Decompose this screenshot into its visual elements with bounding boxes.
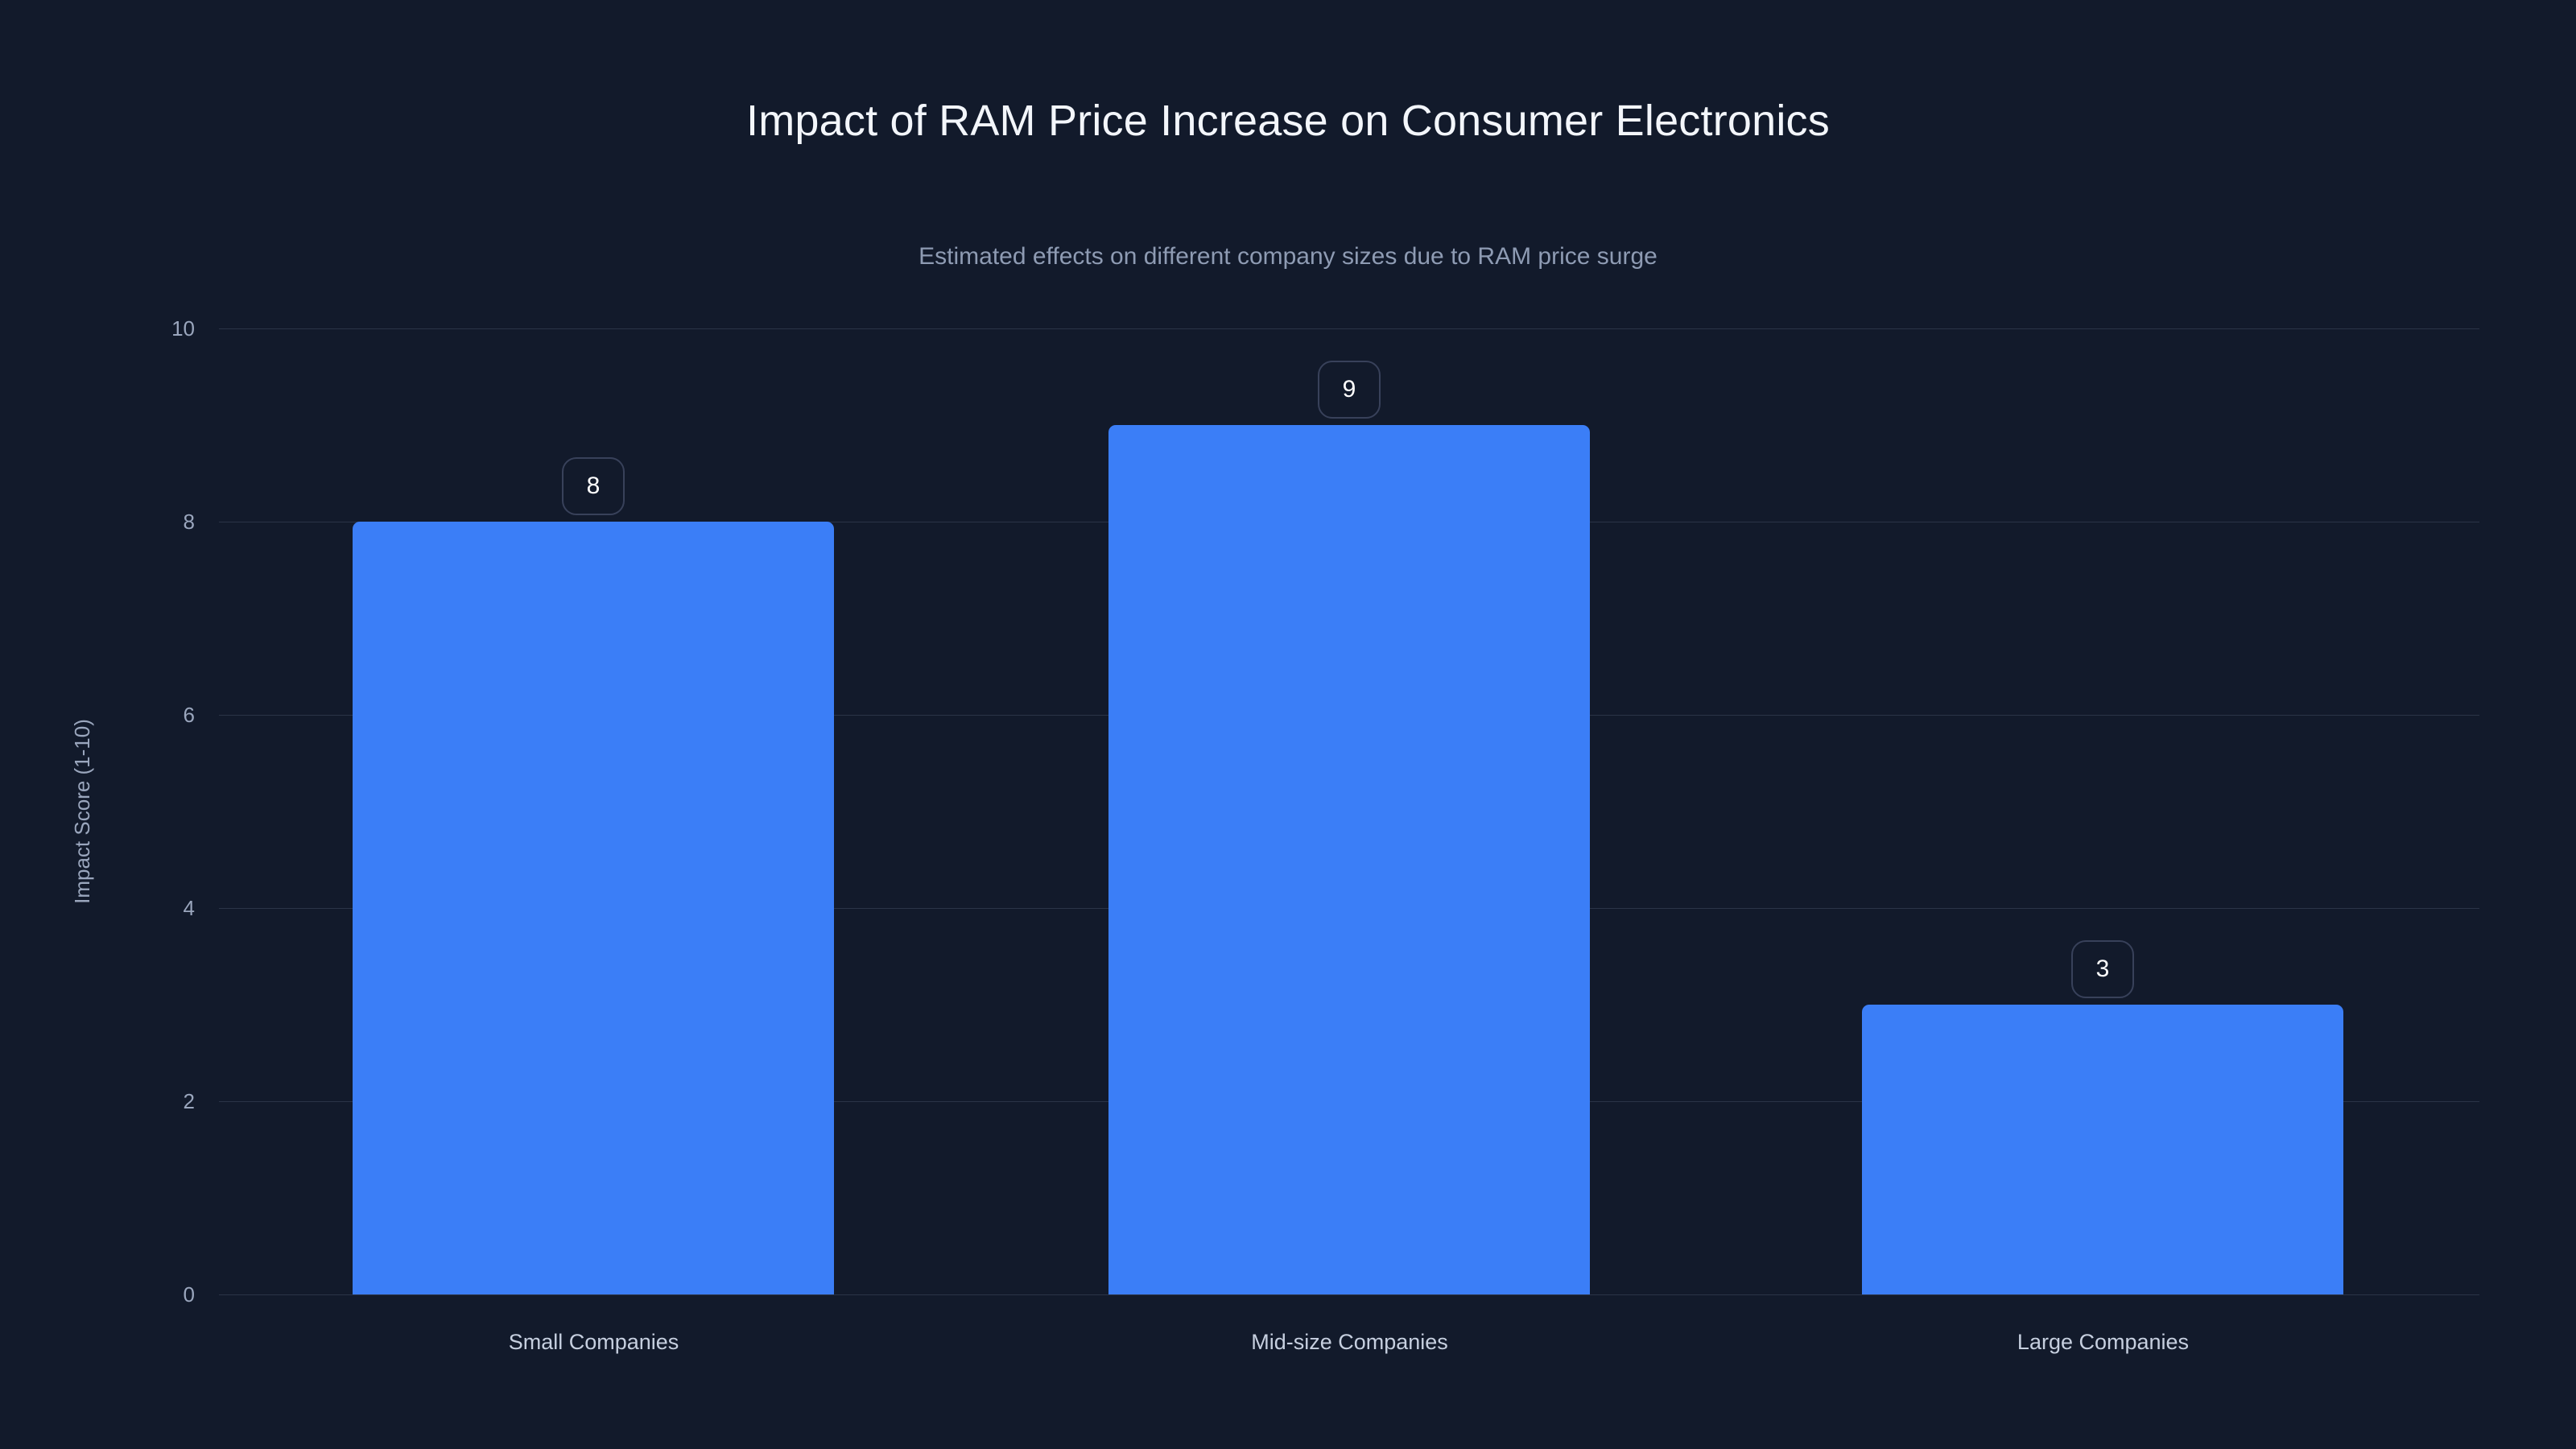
x-axis-label-small-companies: Small Companies (508, 1330, 679, 1354)
y-axis-title: Impact Score (1-10) (70, 719, 94, 904)
bar-small-companies[interactable] (353, 522, 834, 1294)
plot-area (219, 328, 2479, 1295)
gridline-10 (219, 328, 2479, 329)
y-axis-tick-label: 10 (171, 316, 195, 341)
chart-title: Impact of RAM Price Increase on Consumer… (746, 97, 1830, 145)
value-badge-large-companies: 3 (2071, 940, 2134, 998)
y-axis-tick-label: 0 (183, 1282, 195, 1307)
x-axis-label-large-companies: Large Companies (2017, 1330, 2190, 1354)
bar-large-companies[interactable] (1862, 1005, 2343, 1294)
chart-subtitle: Estimated effects on different company s… (919, 243, 1657, 270)
value-badge-small-companies: 8 (562, 457, 625, 515)
bar-mid-size-companies[interactable] (1108, 425, 1590, 1294)
x-axis-label-mid-size-companies: Mid-size Companies (1251, 1330, 1448, 1354)
y-axis-tick-label: 6 (183, 703, 195, 727)
gridline-0 (219, 1294, 2479, 1295)
value-badge-mid-size-companies: 9 (1318, 361, 1381, 419)
y-axis-tick-label: 8 (183, 510, 195, 534)
y-axis-tick-label: 2 (183, 1089, 195, 1113)
y-axis-tick-label: 4 (183, 896, 195, 920)
